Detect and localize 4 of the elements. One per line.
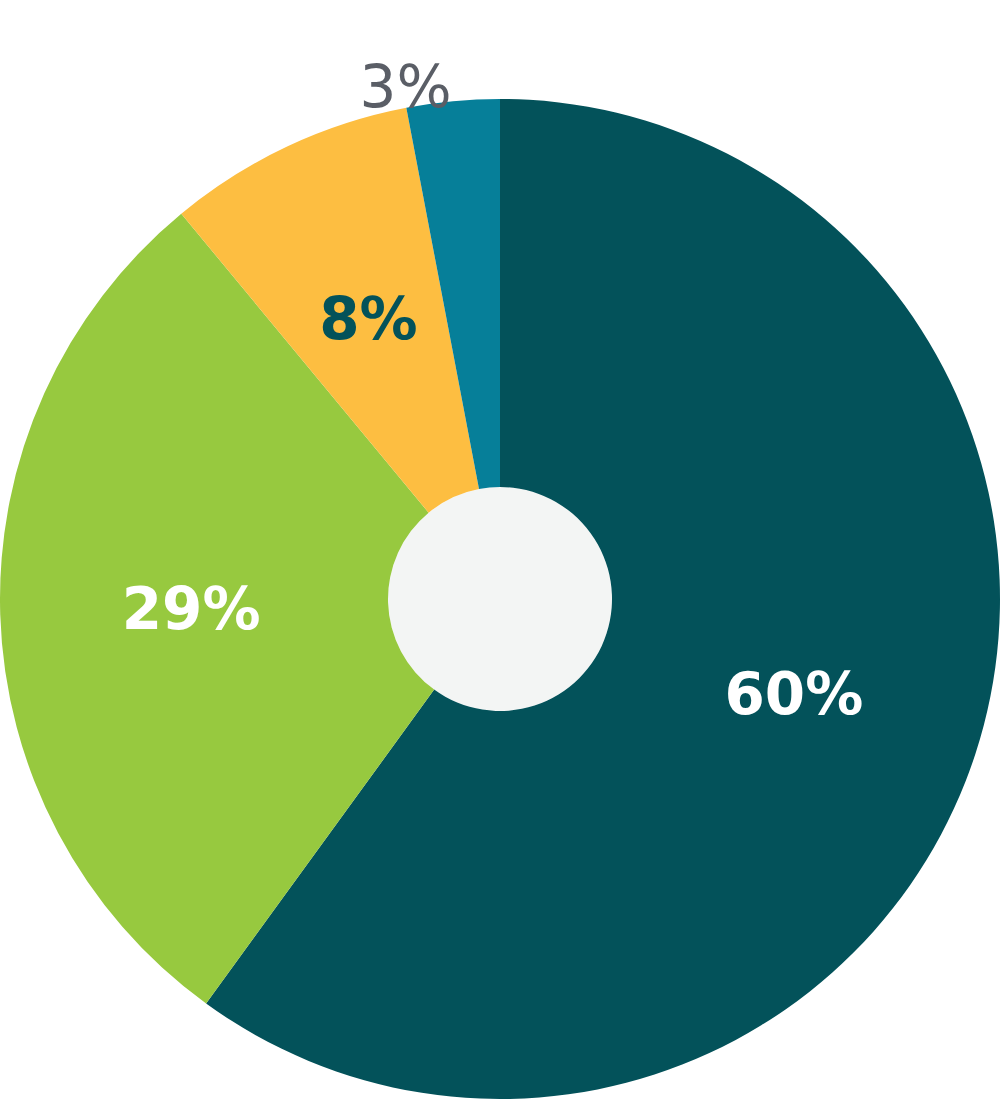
data-label: 60% — [724, 660, 864, 729]
data-label: 3% — [359, 53, 452, 122]
data-label: 8% — [319, 285, 418, 354]
data-label: 29% — [121, 574, 261, 643]
